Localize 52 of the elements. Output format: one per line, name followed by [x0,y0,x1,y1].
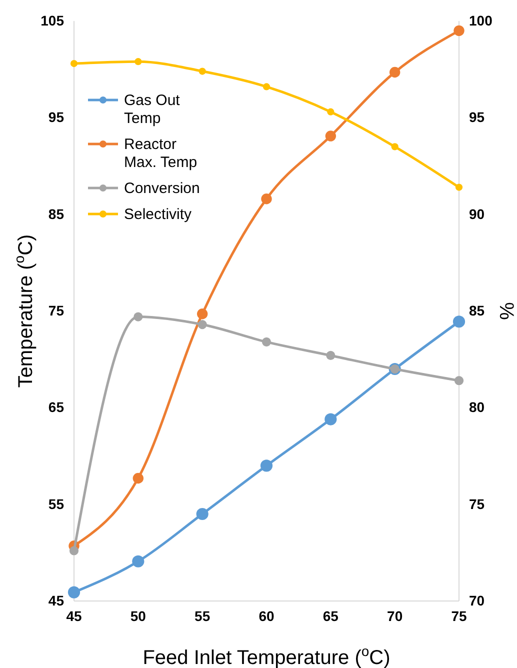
point [68,586,80,598]
y2-axis-title: % [495,302,517,320]
point [261,194,272,204]
y-tick-label: 85 [48,206,64,222]
y-tick-label: 65 [48,399,64,416]
y2-tick-label: 75 [469,496,485,512]
legend-label: Reactor Max. Temp [124,136,198,171]
y2-tick-label: 95 [469,109,485,126]
point [134,312,143,322]
y-tick-label: 45 [48,592,64,608]
x-tick-label: 65 [322,608,339,624]
x-tick-label: 45 [66,608,82,624]
y-tick-label: 105 [40,12,64,28]
point [262,83,270,90]
y2-tick-label: 70 [469,592,485,608]
point [455,184,463,191]
y2-tick-label: 80 [469,399,485,416]
y-tick-label: 75 [48,302,64,318]
point [134,58,142,66]
legend-label: Conversion [124,180,200,197]
y-tick-label: 55 [48,496,64,512]
point [454,25,464,36]
x-axis-title: Feed Inlet Temperature ($^{o}$C) [142,643,390,668]
point [69,546,79,556]
point [260,460,273,472]
point [196,308,208,320]
point [389,66,400,78]
point [324,413,337,426]
point [452,316,466,328]
point [132,555,144,568]
point [198,320,207,330]
legend-label: Gas Out Temp [124,92,181,127]
point [196,508,208,520]
x-tick-label: 50 [130,608,146,624]
x-tick-label: 55 [194,608,210,624]
point [326,350,336,360]
point [327,108,334,116]
point [132,472,144,484]
x-tick-label: 75 [451,608,467,624]
point [70,60,78,68]
x-tick-label: 60 [258,608,274,624]
point [262,337,272,346]
y2-tick-label: 85 [469,302,485,318]
point [454,376,464,386]
y-tick-label: 95 [48,109,64,126]
legend-label: Selectivity [124,206,192,223]
point [391,143,398,150]
y2-tick-label: 100 [469,12,493,28]
point [325,130,336,142]
point [198,68,206,75]
x-tick-label: 70 [387,608,403,624]
y2-tick-label: 90 [469,206,485,222]
